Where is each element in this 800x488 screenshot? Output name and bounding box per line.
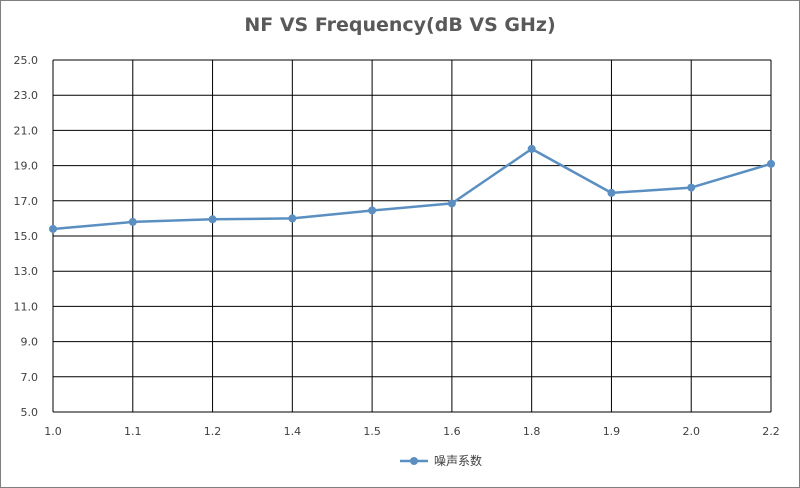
legend-swatch-marker <box>410 457 418 465</box>
data-point <box>527 144 536 153</box>
data-point <box>208 215 217 224</box>
legend-label: 噪声系数 <box>434 453 482 468</box>
x-tick-label: 1.0 <box>44 425 62 438</box>
data-point <box>368 206 377 215</box>
y-axis-ticks: 5.0 7.0 9.0 11.0 13.0 15.0 17.0 19.0 21.0 23.0 25.… <box>14 54 39 419</box>
y-tick-label: 19.0 <box>14 160 39 173</box>
data-point <box>447 199 456 208</box>
y-tick-label: 9.0 <box>21 336 39 349</box>
data-point <box>128 217 137 226</box>
data-point <box>607 188 616 197</box>
x-tick-label: 1.8 <box>523 425 541 438</box>
y-tick-label: 7.0 <box>21 371 39 384</box>
x-tick-label: 1.9 <box>603 425 621 438</box>
data-point <box>767 159 775 168</box>
x-tick-label: 1.2 <box>204 425 222 438</box>
grid-lines <box>52 59 772 413</box>
y-tick-label: 11.0 <box>14 300 39 313</box>
y-tick-label: 23.0 <box>14 89 39 102</box>
series-group <box>49 144 775 233</box>
x-tick-label: 2.0 <box>682 425 700 438</box>
y-tick-label: 5.0 <box>21 406 39 419</box>
x-axis-ticks: 1.0 1.1 1.2 1.4 1.5 1.6 1.8 1.9 2.0 2.2 <box>44 425 780 438</box>
x-tick-label: 2.2 <box>762 425 780 438</box>
data-point <box>687 183 696 192</box>
legend: 噪声系数 <box>400 453 482 468</box>
data-point <box>288 214 297 223</box>
data-point <box>49 224 57 233</box>
chart-title: NF VS Frequency(dB VS GHz) <box>244 14 556 36</box>
y-tick-label: 25.0 <box>14 54 39 67</box>
series-line <box>52 147 772 231</box>
x-tick-label: 1.4 <box>284 425 302 438</box>
y-tick-label: 13.0 <box>14 265 39 278</box>
y-tick-label: 15.0 <box>14 230 39 243</box>
x-tick-label: 1.1 <box>124 425 142 438</box>
x-tick-label: 1.6 <box>443 425 461 438</box>
y-tick-label: 17.0 <box>14 195 39 208</box>
y-tick-label: 21.0 <box>14 124 39 137</box>
x-tick-label: 1.5 <box>363 425 381 438</box>
